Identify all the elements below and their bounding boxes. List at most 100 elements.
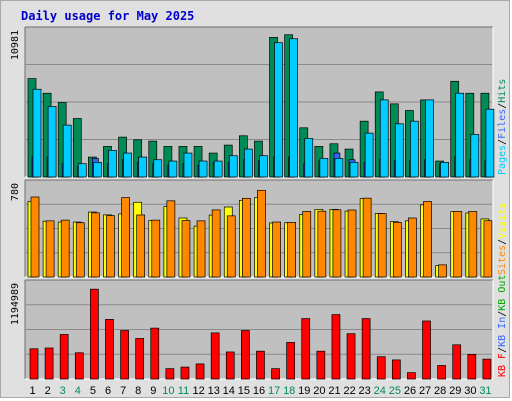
x-tick-day-24: 24 [374,385,386,397]
kbytes-legend-kb-out: KB Out [497,275,508,311]
visits-bar-sites-day-25 [392,222,402,278]
kbytes-bar-kb-f-day-7 [120,330,129,380]
visits-bar-sites-day-26 [408,217,417,278]
visits-bar-sites-day-18 [287,222,296,278]
x-tick-day-5: 5 [90,385,96,397]
x-tick-day-11: 11 [178,385,189,397]
chart-title: Daily usage for May 2025 [21,9,194,23]
visits-bar-sites-day-16 [257,189,266,278]
visits-bar-sites-day-7 [121,197,130,278]
x-tick-day-20: 20 [313,385,325,397]
hits-legend-hits: Hits [497,79,508,103]
kbytes-bar-kb-f-day-1 [29,348,39,380]
x-tick-day-16: 16 [253,385,265,397]
hits-bar-pages-day-1 [32,88,42,178]
hits-bar-pages-day-26 [410,120,419,178]
visits-bar-sites-day-17 [272,221,281,278]
hits-bar-pages-day-24 [379,99,389,178]
kbytes-bar-kb-f-day-19 [301,318,311,380]
kbytes-bar-kb-f-day-16 [256,350,265,380]
hits-bar-pages-day-13 [213,160,223,178]
visits-bar-sites-day-23 [362,197,372,278]
hits-bar-pages-day-25 [394,123,404,178]
hits-bar-pages-day-4 [77,163,87,178]
kbytes-bar-kb-f-day-30 [467,354,477,380]
kbytes-bar-kb-f-day-25 [391,359,401,380]
hits-bar-pages-day-8 [138,156,148,178]
hits-bar-pages-day-19 [304,138,314,178]
visits-ymax-label: 780 [10,183,21,201]
visits-legend-sites: Sites [497,245,508,275]
hits-bar-pages-day-6 [108,150,117,178]
x-tick-day-26: 26 [404,385,416,397]
x-tick-day-10: 10 [162,385,174,397]
kbytes-bar-kb-f-day-20 [316,350,326,380]
kbytes-bar-kb-f-day-2 [44,347,54,380]
kbytes-bar-kb-f-day-29 [452,344,462,380]
kbytes-bar-kb-f-day-10 [165,368,175,380]
x-tick-day-4: 4 [75,385,81,397]
x-tick-day-23: 23 [359,385,371,397]
hits-bar-pages-day-10 [168,160,178,178]
visits-bar-sites-day-14 [226,215,236,278]
hits-bar-pages-day-28 [440,162,449,178]
visits-bar-sites-day-15 [242,197,251,278]
x-tick-day-21: 21 [328,385,340,397]
kbytes-bar-kb-f-day-31 [482,358,492,380]
hits-legend-separator: / [497,139,508,145]
hits-legend-separator: / [497,103,508,109]
hits-bar-pages-day-2 [47,106,57,178]
visits-bar-sites-day-24 [377,213,387,278]
kbytes-bar-kb-f-day-13 [210,332,220,380]
hits-bar-pages-day-20 [319,158,329,178]
kbytes-legend-kb-f: KB F [497,353,508,377]
kbytes-bar-kb-f-day-4 [74,352,84,380]
kbytes-legend-kb-in: KB In [497,317,508,347]
kbytes-bar-kb-f-day-24 [376,356,386,380]
kbytes-bar-kb-f-day-5 [90,288,99,380]
kbytes-bar-kb-f-day-12 [195,363,205,380]
x-tick-day-19: 19 [298,385,310,397]
kbytes-legend-separator: / [497,347,508,353]
visits-bar-sites-day-2 [45,220,55,278]
hits-bar-pages-day-22 [349,162,359,178]
hits-ymax-label: 10981 [10,30,21,60]
kbytes-bar-kb-f-day-18 [286,342,295,380]
hits-bar-pages-day-29 [455,92,465,178]
x-tick-day-2: 2 [45,385,51,397]
visits-bar-sites-day-31 [483,220,493,278]
kbytes-bar-kb-f-day-11 [180,366,190,380]
x-tick-day-7: 7 [120,385,126,397]
kbytes-bar-kb-f-day-28 [437,365,446,380]
x-tick-day-1: 1 [29,385,35,397]
x-tick-day-31: 31 [479,385,491,397]
kbytes-bar-kb-f-day-8 [135,338,145,380]
visits-bar-sites-day-5 [91,212,100,278]
kbytes-bar-kb-f-day-6 [105,319,114,380]
hits-bar-pages-day-7 [123,152,132,178]
kbytes-bar-kb-f-day-15 [241,330,250,380]
x-tick-day-14: 14 [223,385,235,397]
x-tick-day-28: 28 [434,385,446,397]
hits-bar-pages-day-14 [228,155,238,178]
visits-bar-sites-day-13 [211,209,221,278]
hits-bar-pages-day-21 [334,158,344,178]
hits-bar-pages-day-18 [289,38,298,178]
hits-bar-pages-day-31 [485,108,495,178]
x-tick-day-3: 3 [60,385,66,397]
x-tick-day-30: 30 [464,385,476,397]
visits-bar-sites-day-10 [166,200,176,278]
x-tick-day-12: 12 [192,385,204,397]
x-tick-day-8: 8 [135,385,141,397]
x-tick-day-25: 25 [389,385,401,397]
hits-legend: Pages/Files/Hits [497,79,508,175]
visits-legend-separator: / [497,239,508,245]
kbytes-bar-kb-f-day-23 [361,318,371,380]
visits-bar-sites-day-22 [347,209,357,278]
visits-bar-sites-day-1 [30,196,40,278]
x-tick-day-22: 22 [343,385,355,397]
x-tick-day-6: 6 [105,385,111,397]
kbytes-bar-kb-f-day-21 [331,314,341,380]
